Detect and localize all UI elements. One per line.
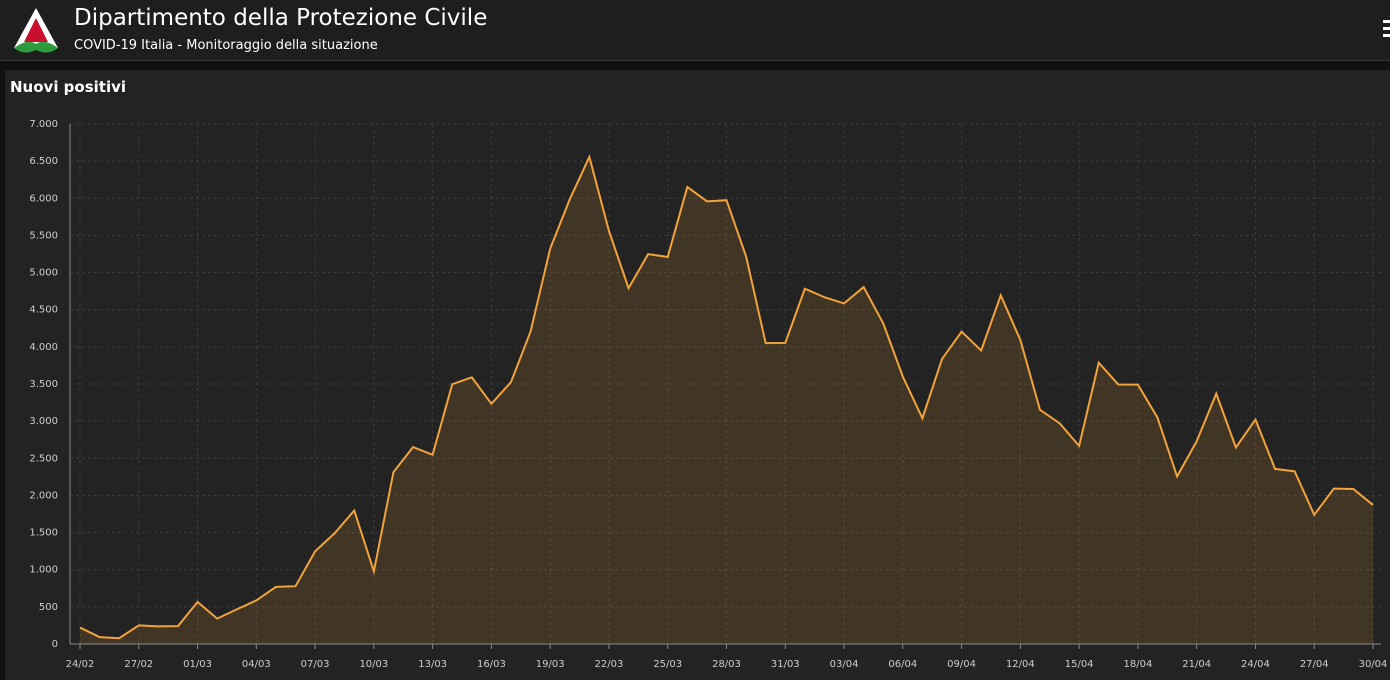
x-tick-label: 28/03 <box>712 659 741 670</box>
x-tick-label: 07/03 <box>301 659 330 670</box>
x-tick-label: 01/03 <box>183 659 212 670</box>
y-tick-label: 1.500 <box>29 528 58 539</box>
x-tick-label: 06/04 <box>888 659 917 670</box>
y-tick-label: 5.000 <box>29 268 58 279</box>
y-tick-label: 5.500 <box>29 230 58 241</box>
x-tick-label: 30/04 <box>1359 659 1388 670</box>
y-tick-label: 0 <box>52 639 58 650</box>
chart-panel: Nuovi positivi <box>5 70 1390 680</box>
y-tick-label: 2.500 <box>29 453 58 464</box>
x-tick-label: 03/04 <box>830 659 859 670</box>
x-tick-label: 19/03 <box>536 659 565 670</box>
y-tick-label: 2.000 <box>29 490 58 501</box>
y-tick-label: 6.500 <box>29 156 58 167</box>
x-tick-label: 27/04 <box>1300 659 1329 670</box>
x-tick-label: 12/04 <box>1006 659 1035 670</box>
x-tick-label: 25/03 <box>653 659 682 670</box>
x-tick-label: 10/03 <box>359 659 388 670</box>
y-tick-label: 6.000 <box>29 193 58 204</box>
y-tick-label: 1.000 <box>29 565 58 576</box>
app-title: Dipartimento della Protezione Civile <box>74 5 488 31</box>
x-tick-label: 27/02 <box>124 659 153 670</box>
x-tick-label: 24/04 <box>1241 659 1270 670</box>
y-tick-label: 3.500 <box>29 379 58 390</box>
x-tick-label: 18/04 <box>1123 659 1152 670</box>
x-tick-label: 31/03 <box>771 659 800 670</box>
menu-button[interactable] <box>1383 20 1390 38</box>
y-tick-label: 500 <box>39 602 58 613</box>
y-tick-label: 7.000 <box>29 119 58 130</box>
chart-title: Nuovi positivi <box>10 78 127 96</box>
app-subtitle: COVID-19 Italia - Monitoraggio della sit… <box>74 38 378 53</box>
x-tick-label: 09/04 <box>947 659 976 670</box>
x-tick-label: 15/04 <box>1065 659 1094 670</box>
y-tick-label: 4.500 <box>29 305 58 316</box>
x-tick-label: 04/03 <box>242 659 271 670</box>
x-tick-label: 21/04 <box>1182 659 1211 670</box>
chart: 0 500 1.000 1.500 2.000 2.500 3.000 3.500 4.000 4… <box>29 119 1388 670</box>
y-tick-label: 4.000 <box>29 342 58 353</box>
x-tick-label: 13/03 <box>418 659 447 670</box>
x-tick-label: 22/03 <box>595 659 624 670</box>
y-tick-label: 3.000 <box>29 416 58 427</box>
x-tick-label: 24/02 <box>66 659 95 670</box>
line <box>79 153 1374 640</box>
header: Dipartimento della Protezione Civile COV… <box>0 0 1390 61</box>
logo <box>14 8 58 53</box>
x-tick-label: 16/03 <box>477 659 506 670</box>
area <box>80 156 1373 644</box>
